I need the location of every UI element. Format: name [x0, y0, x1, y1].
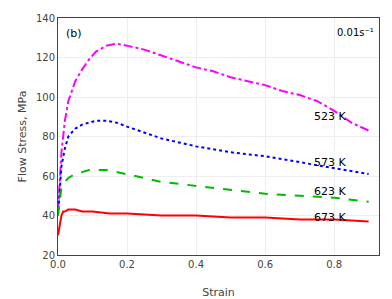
- svg-text:40: 40: [42, 210, 55, 221]
- svg-text:80: 80: [42, 131, 55, 142]
- svg-text:523 K: 523 K: [314, 110, 346, 123]
- svg-text:673 K: 673 K: [314, 211, 346, 224]
- svg-text:60: 60: [42, 171, 55, 182]
- svg-text:140: 140: [36, 13, 55, 24]
- svg-text:0.6: 0.6: [257, 259, 273, 270]
- svg-text:0.2: 0.2: [119, 259, 135, 270]
- svg-text:20: 20: [42, 250, 55, 261]
- svg-text:0.0: 0.0: [50, 259, 66, 270]
- svg-text:Flow Stress, MPa: Flow Stress, MPa: [16, 91, 29, 183]
- svg-text:573 K: 573 K: [314, 156, 346, 169]
- svg-text:0.8: 0.8: [326, 259, 342, 270]
- svg-text:120: 120: [36, 52, 55, 63]
- svg-text:0.01s⁻¹: 0.01s⁻¹: [337, 27, 374, 38]
- svg-text:623 K: 623 K: [314, 185, 346, 198]
- svg-text:Strain: Strain: [202, 286, 235, 299]
- svg-text:100: 100: [36, 92, 55, 103]
- svg-text:(b): (b): [66, 27, 82, 40]
- svg-text:0.4: 0.4: [188, 259, 204, 270]
